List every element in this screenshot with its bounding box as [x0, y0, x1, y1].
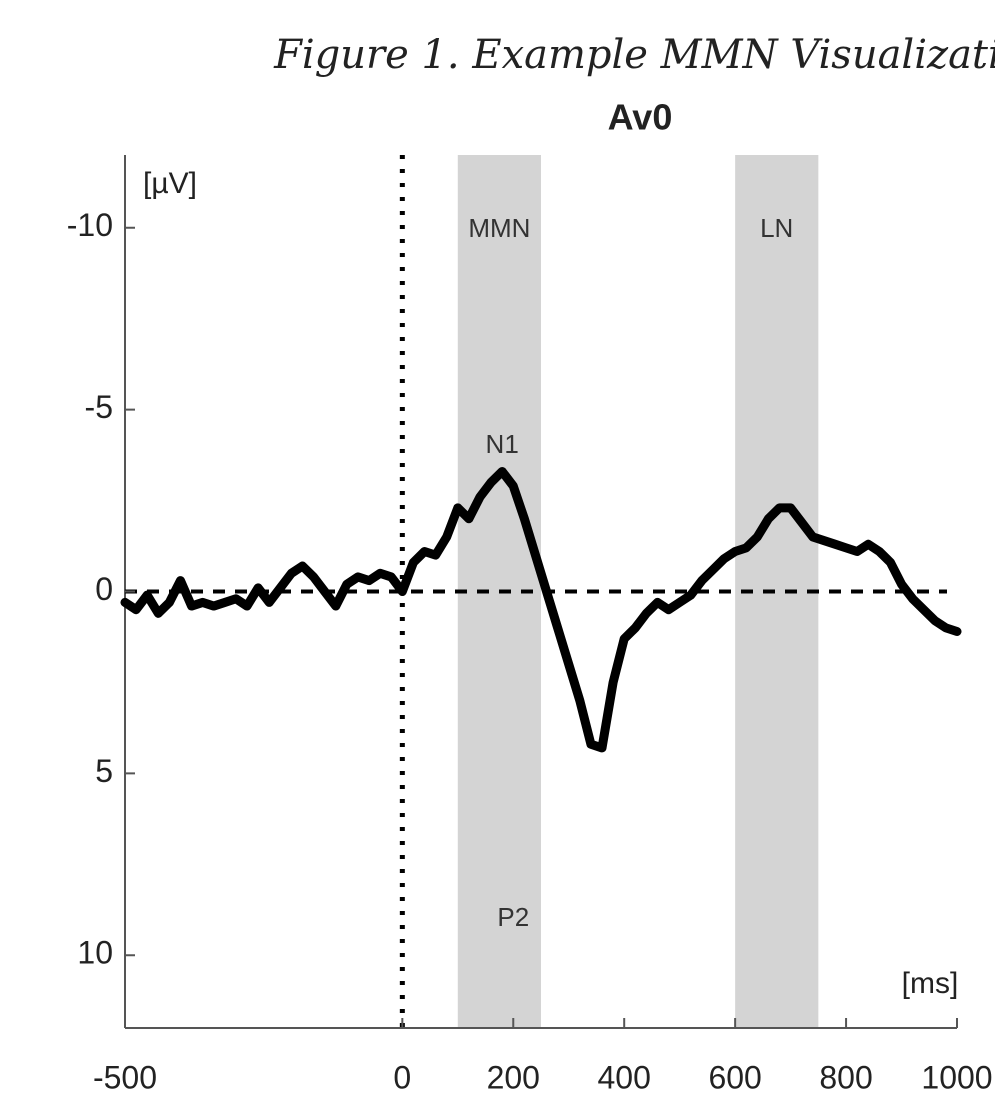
x-axis-label: [ms] [902, 967, 959, 1000]
annotation: N1 [486, 429, 519, 459]
x-tick-label: 1000 [921, 1059, 992, 1095]
y-tick-label: -5 [85, 389, 113, 425]
y-tick-label: 0 [95, 571, 113, 607]
annotation: P2 [497, 902, 529, 932]
waveform [120, 466, 962, 753]
span-label: MMN [468, 213, 530, 243]
y-tick-label: 10 [77, 935, 113, 971]
y-tick-label: -10 [67, 207, 113, 243]
caption-text: Figure 1. Example MMN Visualization [273, 32, 995, 78]
x-tick-label: -500 [93, 1059, 157, 1095]
y-tick-label: 5 [95, 753, 113, 789]
x-tick-label: 0 [393, 1059, 411, 1095]
span-label: LN [760, 213, 793, 243]
x-tick-label: 200 [487, 1059, 540, 1095]
x-tick-label: 800 [819, 1059, 872, 1095]
y-axis-label: [µV] [143, 167, 197, 200]
x-tick-label: 600 [708, 1059, 761, 1095]
caption: Figure 1. Example MMN Visualization4 [273, 29, 995, 79]
chart-title: Av0 [608, 97, 673, 138]
x-tick-label: 400 [598, 1059, 651, 1095]
